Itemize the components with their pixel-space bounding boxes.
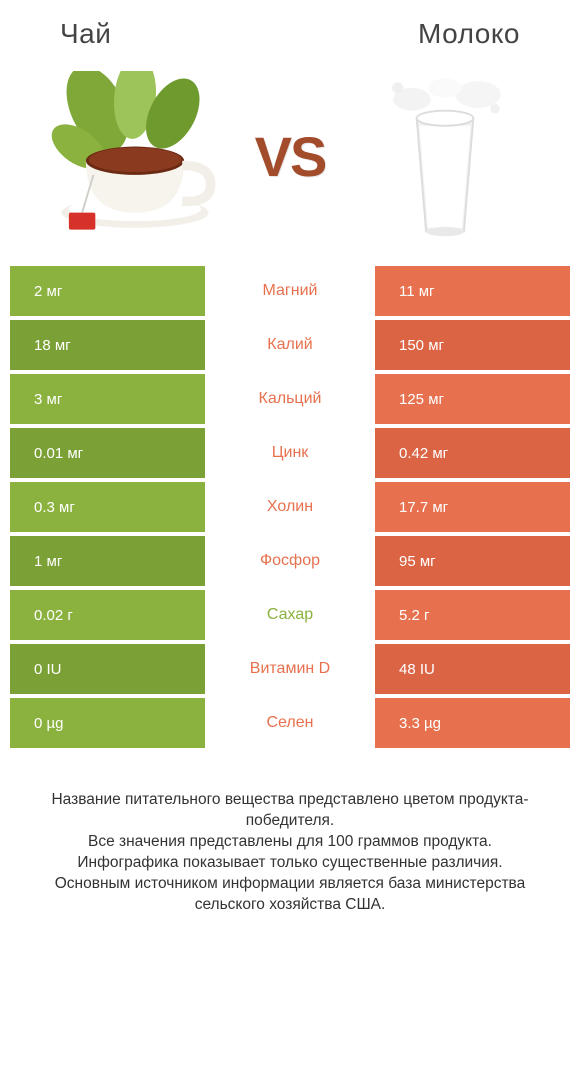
value-right: 0.42 мг xyxy=(375,428,570,478)
table-row: 18 мгКалий150 мг xyxy=(10,320,570,370)
value-right: 150 мг xyxy=(375,320,570,370)
nutrient-label: Холин xyxy=(205,482,375,532)
header-right: Молоко xyxy=(418,18,520,50)
nutrient-label: Калий xyxy=(205,320,375,370)
value-right: 11 мг xyxy=(375,266,570,316)
value-right: 125 мг xyxy=(375,374,570,424)
footnote-line: Название питательного вещества представл… xyxy=(28,790,552,832)
images-row: VS xyxy=(0,56,580,266)
milk-glass-icon xyxy=(370,71,520,241)
tea-illustration xyxy=(30,66,240,246)
value-left: 1 мг xyxy=(10,536,205,586)
nutrient-label: Фосфор xyxy=(205,536,375,586)
nutrient-label: Цинк xyxy=(205,428,375,478)
value-right: 5.2 г xyxy=(375,590,570,640)
nutrient-label: Сахар xyxy=(205,590,375,640)
table-row: 3 мгКальций125 мг xyxy=(10,374,570,424)
value-left: 0.3 мг xyxy=(10,482,205,532)
comparison-table: 2 мгМагний11 мг18 мгКалий150 мг3 мгКальц… xyxy=(0,266,580,752)
table-row: 0.01 мгЦинк0.42 мг xyxy=(10,428,570,478)
table-row: 2 мгМагний11 мг xyxy=(10,266,570,316)
nutrient-label: Селен xyxy=(205,698,375,748)
value-right: 48 IU xyxy=(375,644,570,694)
nutrient-label: Витамин D xyxy=(205,644,375,694)
footnote-line: Все значения представлены для 100 граммо… xyxy=(28,832,552,853)
header-left: Чай xyxy=(60,18,111,50)
table-row: 0 µgСелен3.3 µg xyxy=(10,698,570,748)
footnote-line: Инфографика показывает только существенн… xyxy=(28,853,552,874)
value-right: 17.7 мг xyxy=(375,482,570,532)
table-row: 0 IUВитамин D48 IU xyxy=(10,644,570,694)
value-right: 3.3 µg xyxy=(375,698,570,748)
value-left: 0 µg xyxy=(10,698,205,748)
footnote: Название питательного вещества представл… xyxy=(0,752,580,916)
value-right: 95 мг xyxy=(375,536,570,586)
table-row: 0.3 мгХолин17.7 мг xyxy=(10,482,570,532)
milk-illustration xyxy=(340,66,550,246)
footnote-line: Основным источником информации является … xyxy=(28,874,552,916)
header: Чай Молоко xyxy=(0,0,580,56)
value-left: 0.02 г xyxy=(10,590,205,640)
value-left: 2 мг xyxy=(10,266,205,316)
vs-label: VS xyxy=(255,124,326,189)
nutrient-label: Магний xyxy=(205,266,375,316)
tea-cup-icon xyxy=(40,71,230,241)
value-left: 0 IU xyxy=(10,644,205,694)
table-row: 0.02 гСахар5.2 г xyxy=(10,590,570,640)
nutrient-label: Кальций xyxy=(205,374,375,424)
table-row: 1 мгФосфор95 мг xyxy=(10,536,570,586)
value-left: 18 мг xyxy=(10,320,205,370)
value-left: 0.01 мг xyxy=(10,428,205,478)
value-left: 3 мг xyxy=(10,374,205,424)
